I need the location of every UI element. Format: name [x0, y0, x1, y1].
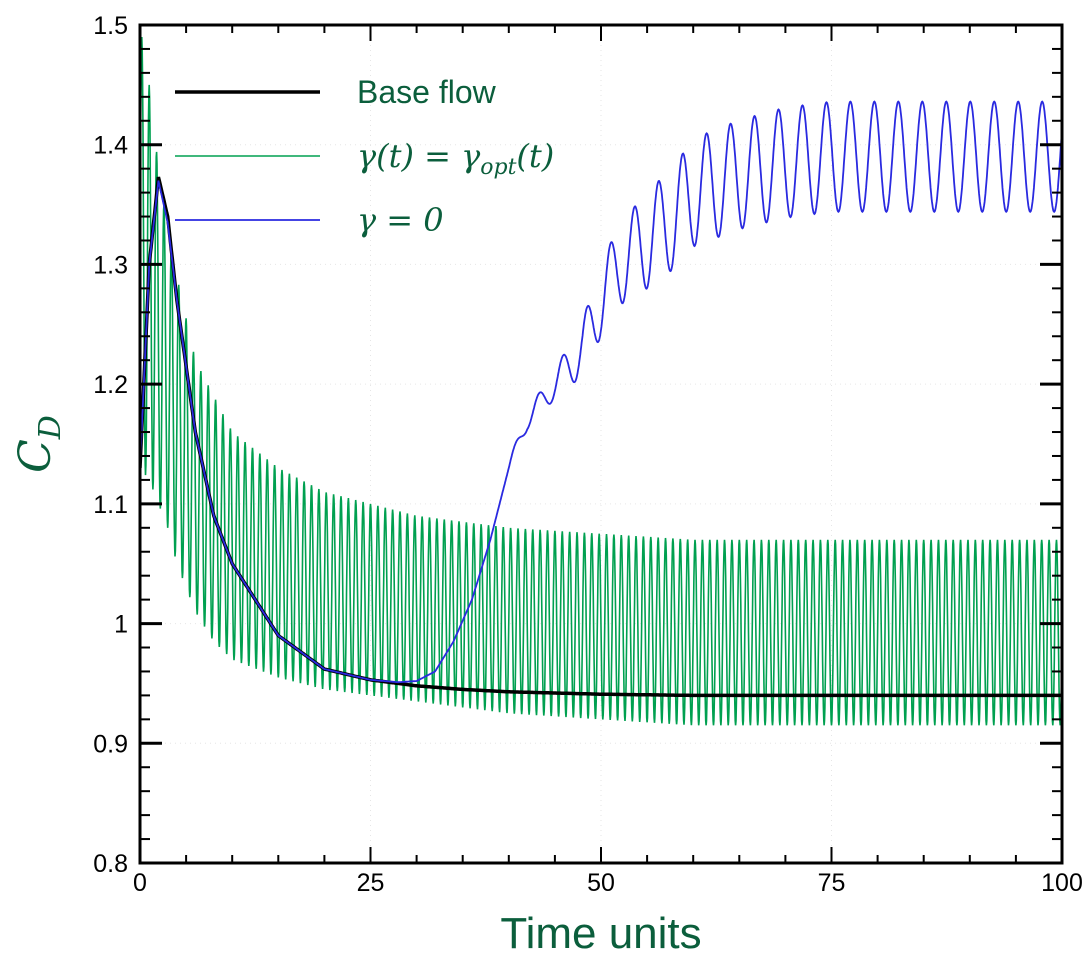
x-tick-label: 100 — [1041, 869, 1083, 897]
x-tick-label: 75 — [818, 869, 846, 897]
tick-labels: 0 25 50 75 100 0.8 0.9 1 1.1 1.2 1.3 1.4 1.5 — [93, 12, 1083, 897]
legend-label-gamma-opt-tail: (t) — [516, 137, 554, 175]
series-gamma-zero-line — [140, 100, 1062, 684]
x-tick-label: 25 — [357, 869, 385, 897]
y-tick-label: 0.9 — [93, 730, 128, 758]
y-tick-label: 1.3 — [93, 251, 128, 279]
legend-label-base-flow: Base flow — [357, 74, 497, 110]
y-tick-label: 0.8 — [93, 850, 128, 878]
y-axis-title-subscript: D — [33, 415, 68, 440]
y-tick-label: 1.2 — [93, 371, 128, 399]
legend: Base flow γ(t) = γopt(t) γ = 0 — [175, 74, 554, 239]
axis-ticks — [139, 23, 1063, 865]
series-gamma-opt-line — [140, 36, 1062, 726]
legend-label-gamma-opt-sub: opt — [480, 155, 516, 180]
series-layer — [140, 36, 1062, 726]
x-tick-label: 0 — [133, 869, 147, 897]
y-tick-label: 1.4 — [93, 132, 128, 160]
y-tick-label: 1 — [114, 611, 128, 639]
y-axis-title-main: C — [10, 439, 61, 473]
x-tick-label: 50 — [587, 869, 615, 897]
y-tick-label: 1.5 — [93, 12, 128, 40]
legend-label-gamma-opt-main: γ(t) = γ — [357, 137, 481, 175]
x-axis-title: Time units — [500, 909, 701, 958]
y-axis-title: CD — [10, 415, 68, 473]
legend-label-gamma-opt: γ(t) = γopt(t) — [357, 137, 554, 180]
legend-label-gamma-zero: γ = 0 — [357, 201, 444, 239]
svg-text:CD: CD — [10, 415, 68, 473]
plot-background — [140, 25, 1062, 863]
y-tick-label: 1.1 — [93, 491, 128, 519]
